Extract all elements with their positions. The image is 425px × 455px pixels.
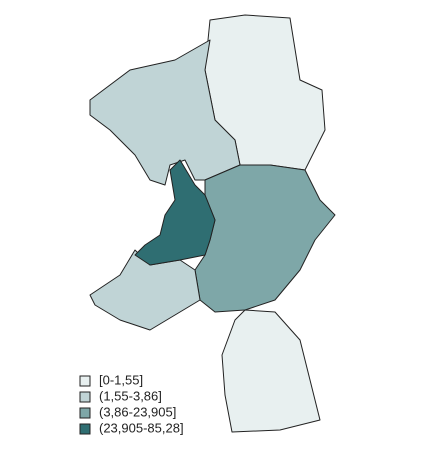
region xyxy=(89,249,201,331)
legend-swatch xyxy=(79,391,91,403)
legend: [0-1,55](1,55-3,86](3,86-23,905](23,905-… xyxy=(79,372,184,435)
regions xyxy=(89,14,336,433)
legend-label: (1,55-3,86] xyxy=(99,388,162,403)
region xyxy=(134,159,216,266)
region xyxy=(194,164,336,313)
legend-swatch xyxy=(79,375,91,387)
legend-swatch xyxy=(79,423,91,435)
region xyxy=(221,309,321,433)
legend-swatch xyxy=(79,407,91,419)
region xyxy=(89,39,241,186)
legend-label: (3,86-23,905] xyxy=(99,404,176,419)
legend-label: (23,905-85,28] xyxy=(99,420,184,435)
legend-label: [0-1,55] xyxy=(99,372,143,387)
